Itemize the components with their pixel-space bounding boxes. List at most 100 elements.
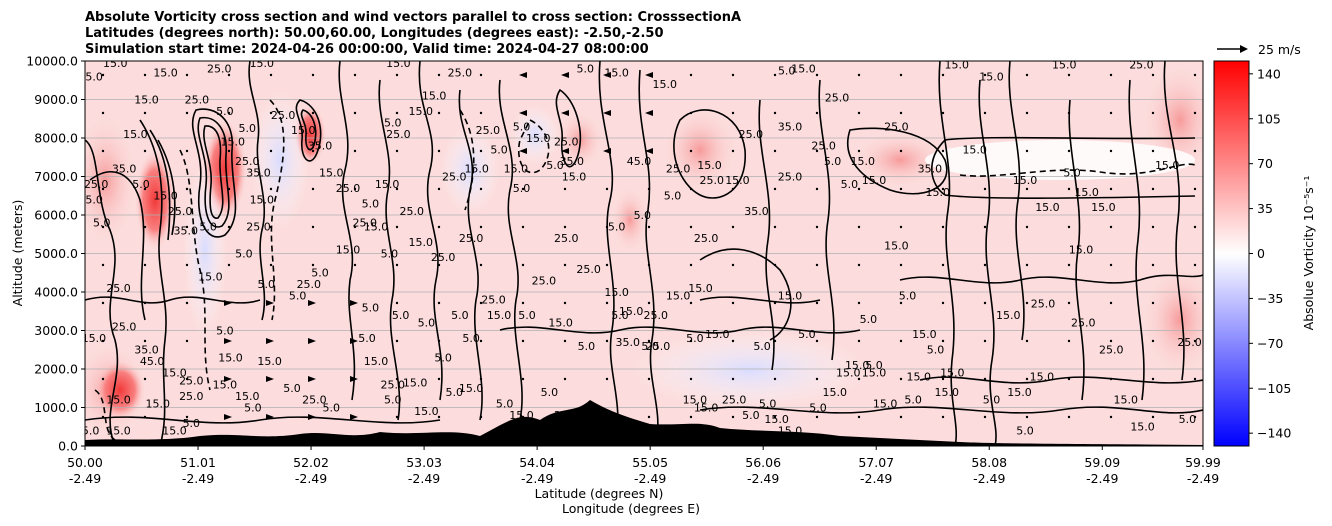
- contour-label: 15.0: [336, 244, 361, 257]
- contour-label: 25.0: [302, 394, 327, 407]
- wind-vector: [647, 415, 651, 419]
- contour-label: 35.0: [778, 120, 803, 133]
- wind-vector: [437, 415, 441, 419]
- wind-vector: [1025, 73, 1029, 77]
- contour-label: 15.0: [996, 309, 1021, 322]
- wind-vector: [395, 415, 399, 419]
- contour-label: 15.0: [82, 332, 107, 345]
- x-tick-label-lon: -2.49: [1187, 471, 1219, 486]
- wind-vector: [227, 187, 231, 191]
- x-axis-label-longitude: Longitude (degrees E): [562, 501, 700, 516]
- wind-vector: [353, 111, 357, 115]
- wind-vector: [1025, 187, 1029, 191]
- wind-vector: [479, 377, 483, 381]
- wind-vector: [983, 187, 987, 191]
- contour-label: 25.0: [297, 278, 322, 291]
- contour-label: 25.0: [576, 263, 601, 276]
- wind-vector: [731, 225, 735, 229]
- wind-vector: [143, 225, 147, 229]
- colorbar-tick-label: 0: [1257, 246, 1265, 261]
- contour-label: 35.0: [918, 163, 943, 176]
- contour-label: 15.0: [319, 167, 344, 180]
- wind-vector: [983, 225, 987, 229]
- x-tick-label-lat: 50.00: [67, 455, 103, 470]
- wind-vector: [353, 187, 357, 191]
- contour-label: 25.0: [78, 70, 103, 83]
- wind-vector: [689, 225, 693, 229]
- contour-label: 5.0: [358, 332, 376, 345]
- wind-vector: [857, 187, 861, 191]
- contour-label: 25.0: [694, 232, 719, 245]
- wind-vector: [603, 72, 611, 78]
- wind-vector: [521, 377, 525, 381]
- x-tick-label-lon: -2.49: [408, 471, 440, 486]
- wind-vector: [1067, 149, 1071, 153]
- wind-vector: [899, 225, 903, 229]
- wind-vector: [647, 339, 651, 343]
- wind-vector: [1151, 225, 1155, 229]
- contour-label: 25.0: [778, 170, 803, 183]
- wind-vector: [101, 187, 105, 191]
- wind-vector: [899, 149, 903, 153]
- vorticity-shading: [85, 61, 1203, 440]
- wind-vector: [731, 301, 735, 305]
- x-tick-label-lat: 52.02: [293, 455, 329, 470]
- wind-vector: [1193, 149, 1197, 153]
- contour-label: 5.0: [904, 394, 922, 407]
- contour-label: 5.0: [742, 409, 760, 422]
- contour-label: 25.0: [271, 109, 296, 122]
- wind-vector: [1193, 415, 1197, 419]
- contour-label: 15.0: [422, 90, 447, 103]
- wind-vector: [605, 301, 609, 305]
- wind-vector: [227, 73, 231, 77]
- wind-vector: [1109, 111, 1113, 115]
- wind-vector: [815, 149, 819, 153]
- contour-label: 15.0: [123, 128, 148, 141]
- wind-vector: [308, 376, 316, 382]
- wind-vector: [605, 263, 609, 267]
- wind-vector: [143, 149, 147, 153]
- wind-vector: [647, 263, 651, 267]
- contour-label: 25.0: [381, 378, 406, 391]
- wind-vector: [731, 415, 735, 419]
- contour-label: 45.0: [140, 355, 165, 368]
- wind-vector: [857, 111, 861, 115]
- wind-vector: [395, 377, 399, 381]
- wind-vector: [899, 73, 903, 77]
- contour-label: 15.0: [1013, 174, 1038, 187]
- y-tick-label: 5000.0: [34, 246, 78, 261]
- colorbar-tick-label: −140: [1257, 426, 1291, 441]
- contour-label: 5.0: [641, 340, 659, 353]
- wind-vector: [605, 225, 609, 229]
- wind-vector: [437, 187, 441, 191]
- wind-vector: [899, 111, 903, 115]
- wind-vector: [269, 187, 273, 191]
- wind-vector: [563, 225, 567, 229]
- wind-vector: [647, 301, 651, 305]
- contour-label: 5.0: [384, 394, 402, 407]
- contour-label: 15.0: [778, 424, 803, 437]
- contour-label: 5.0: [311, 267, 329, 280]
- contour-label: 5.0: [434, 351, 452, 364]
- wind-vector: [647, 187, 651, 191]
- contour-label: 15.0: [364, 355, 389, 368]
- wind-vector: [773, 149, 777, 153]
- wind-vector: [1067, 263, 1071, 267]
- wind-vector: [645, 110, 653, 116]
- contour-label: 15.0: [764, 413, 789, 426]
- wind-vector: [561, 110, 569, 116]
- contour-label: 5.0: [541, 386, 559, 399]
- wind-vector: [143, 339, 147, 343]
- wind-vector: [521, 263, 525, 267]
- contour-label: 25.0: [400, 205, 425, 218]
- colorbar-gradient: [1213, 60, 1250, 447]
- x-tick-label-lat: 57.07: [858, 455, 894, 470]
- wind-vector: [899, 415, 903, 419]
- wind-vector: [689, 149, 693, 153]
- x-tick-label-lon: -2.49: [295, 471, 327, 486]
- contour-label: 15.0: [257, 355, 282, 368]
- contour-label: 25.0: [353, 217, 378, 230]
- contour-label: 15.0: [504, 163, 529, 176]
- contour-label: 15.0: [509, 409, 534, 422]
